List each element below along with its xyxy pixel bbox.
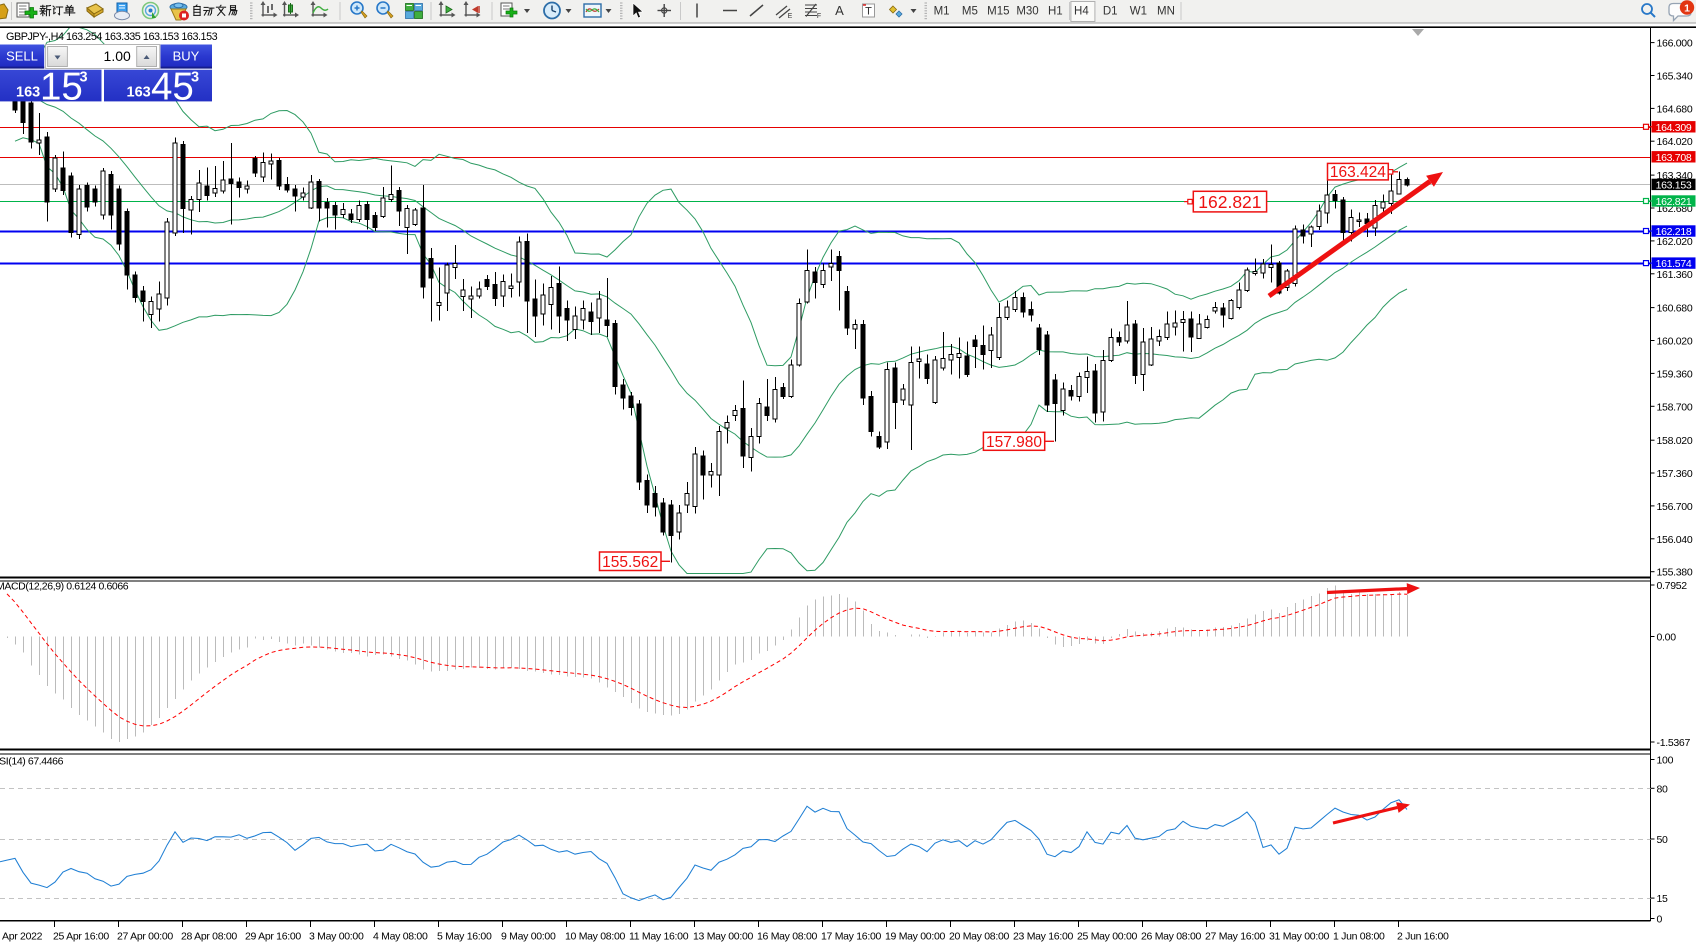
svg-text:27 May 16:00: 27 May 16:00 bbox=[1205, 931, 1265, 942]
svg-text:16 May 08:00: 16 May 08:00 bbox=[757, 931, 817, 942]
svg-text:-1.5367: -1.5367 bbox=[1657, 737, 1691, 749]
svg-text:0.7952: 0.7952 bbox=[1657, 580, 1688, 592]
svg-text:1 Jun 08:00: 1 Jun 08:00 bbox=[1333, 931, 1385, 942]
svg-text:80: 80 bbox=[1657, 783, 1669, 795]
svg-text:5 May 16:00: 5 May 16:00 bbox=[437, 931, 492, 942]
svg-text:164.020: 164.020 bbox=[1657, 136, 1693, 148]
svg-text:MN: MN bbox=[1157, 6, 1175, 18]
svg-text:23 May 16:00: 23 May 16:00 bbox=[1013, 931, 1073, 942]
svg-text:162.821: 162.821 bbox=[1656, 196, 1692, 208]
svg-text:MACD(12,26,9) 0.6124 0.6066: MACD(12,26,9) 0.6124 0.6066 bbox=[0, 581, 129, 593]
svg-text:166.000: 166.000 bbox=[1657, 38, 1693, 50]
svg-text:164.680: 164.680 bbox=[1657, 103, 1693, 115]
svg-text:3 May 00:00: 3 May 00:00 bbox=[309, 931, 364, 942]
svg-text:H4: H4 bbox=[1074, 6, 1089, 18]
svg-text:15: 15 bbox=[1657, 893, 1669, 905]
svg-text:E: E bbox=[788, 13, 793, 20]
svg-text:19 May 00:00: 19 May 00:00 bbox=[885, 931, 945, 942]
svg-text:17 May 16:00: 17 May 16:00 bbox=[821, 931, 881, 942]
svg-text:M15: M15 bbox=[987, 6, 1009, 18]
svg-text:M30: M30 bbox=[1016, 6, 1038, 18]
svg-text:H1: H1 bbox=[1048, 6, 1063, 18]
svg-text:163: 163 bbox=[16, 85, 40, 101]
svg-text:T: T bbox=[865, 6, 872, 18]
svg-text:BUY: BUY bbox=[173, 49, 200, 64]
svg-text:160.020: 160.020 bbox=[1657, 336, 1693, 348]
svg-text:0.00: 0.00 bbox=[1657, 632, 1677, 644]
svg-text:157.980: 157.980 bbox=[986, 434, 1042, 451]
svg-text:RSI(14) 67.4466: RSI(14) 67.4466 bbox=[0, 756, 64, 768]
svg-text:156.700: 156.700 bbox=[1657, 501, 1693, 513]
svg-text:162.218: 162.218 bbox=[1656, 226, 1692, 238]
svg-text:155.562: 155.562 bbox=[602, 554, 658, 571]
svg-text:157.360: 157.360 bbox=[1657, 468, 1693, 480]
svg-text:163: 163 bbox=[127, 85, 151, 101]
svg-text:SELL: SELL bbox=[6, 49, 38, 64]
svg-text:155.380: 155.380 bbox=[1657, 567, 1693, 579]
svg-text:20 May 08:00: 20 May 08:00 bbox=[949, 931, 1009, 942]
svg-text:29 Apr 16:00: 29 Apr 16:00 bbox=[245, 931, 301, 942]
svg-text:A: A bbox=[835, 3, 844, 18]
svg-text:163.424: 163.424 bbox=[1330, 164, 1386, 181]
svg-text:1: 1 bbox=[1684, 3, 1690, 15]
svg-text:F: F bbox=[817, 13, 821, 20]
svg-text:13 May 00:00: 13 May 00:00 bbox=[693, 931, 753, 942]
svg-text:3: 3 bbox=[191, 70, 199, 86]
svg-text:163.153: 163.153 bbox=[1656, 179, 1692, 191]
svg-text:158.020: 158.020 bbox=[1657, 435, 1693, 447]
svg-text:Apr 2022: Apr 2022 bbox=[2, 931, 43, 942]
svg-text:27 Apr 00:00: 27 Apr 00:00 bbox=[117, 931, 173, 942]
svg-text:11 May 16:00: 11 May 16:00 bbox=[629, 931, 689, 942]
svg-text:W1: W1 bbox=[1130, 6, 1147, 18]
svg-text:162.020: 162.020 bbox=[1657, 236, 1693, 248]
svg-text:M1: M1 bbox=[934, 6, 950, 18]
svg-text:26 May 08:00: 26 May 08:00 bbox=[1141, 931, 1201, 942]
svg-text:28 Apr 08:00: 28 Apr 08:00 bbox=[181, 931, 237, 942]
svg-text:2 Jun 16:00: 2 Jun 16:00 bbox=[1397, 931, 1449, 942]
svg-text:159.360: 159.360 bbox=[1657, 368, 1693, 380]
svg-text:165.340: 165.340 bbox=[1657, 71, 1693, 83]
svg-text:156.040: 156.040 bbox=[1657, 534, 1693, 546]
svg-text:0: 0 bbox=[1657, 914, 1663, 926]
svg-text:162.821: 162.821 bbox=[1198, 192, 1261, 212]
svg-text:GBPJPY-,H4 163.254 163.335 16: GBPJPY-,H4 163.254 163.335 163.153 163.1… bbox=[6, 31, 218, 43]
svg-text:4 May 08:00: 4 May 08:00 bbox=[373, 931, 428, 942]
svg-text:D1: D1 bbox=[1103, 6, 1118, 18]
svg-text:25 May 00:00: 25 May 00:00 bbox=[1077, 931, 1137, 942]
svg-text:15: 15 bbox=[40, 66, 83, 109]
svg-text:158.700: 158.700 bbox=[1657, 401, 1693, 413]
svg-text:M5: M5 bbox=[962, 6, 978, 18]
svg-text:31 May 00:00: 31 May 00:00 bbox=[1269, 931, 1329, 942]
svg-text:50: 50 bbox=[1657, 834, 1669, 846]
svg-text:45: 45 bbox=[151, 66, 194, 109]
svg-text:164.309: 164.309 bbox=[1656, 122, 1692, 134]
svg-text:160.680: 160.680 bbox=[1657, 303, 1693, 315]
svg-text:161.574: 161.574 bbox=[1656, 258, 1692, 270]
svg-text:163.708: 163.708 bbox=[1656, 152, 1692, 164]
svg-text:3: 3 bbox=[80, 70, 88, 86]
svg-text:10 May 08:00: 10 May 08:00 bbox=[565, 931, 625, 942]
svg-text:161.360: 161.360 bbox=[1657, 269, 1693, 281]
svg-text:9 May 00:00: 9 May 00:00 bbox=[501, 931, 556, 942]
svg-text:25 Apr 16:00: 25 Apr 16:00 bbox=[53, 931, 109, 942]
svg-text:1.00: 1.00 bbox=[104, 48, 131, 64]
svg-text:100: 100 bbox=[1657, 755, 1674, 767]
